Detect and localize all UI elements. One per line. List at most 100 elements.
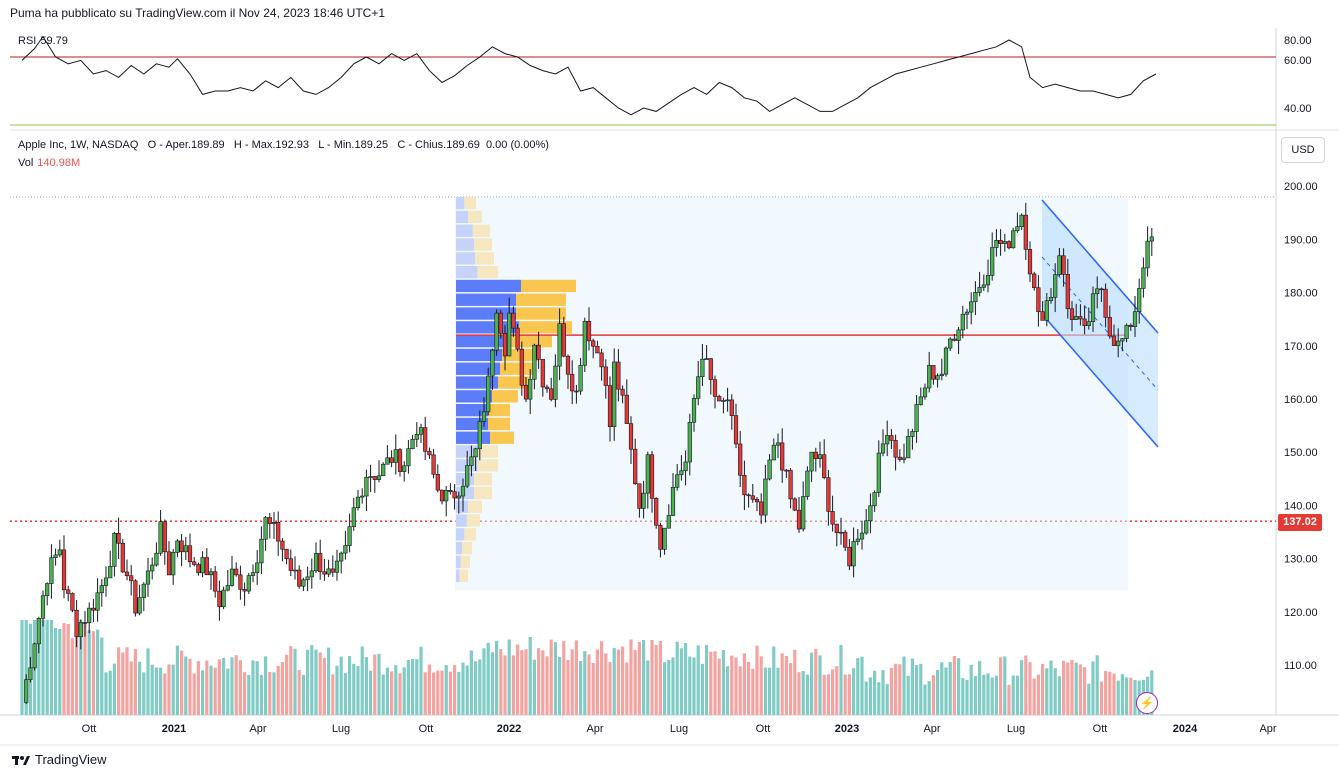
volume-bar [969,664,973,715]
candle-body [792,498,797,511]
volume-bar [570,649,574,715]
candle-body [515,327,520,350]
volume-bar [994,675,998,715]
volume-bar [331,674,335,715]
candle-body [150,564,155,572]
volume-bar [171,664,175,715]
candle-body [616,361,621,390]
volume-bar [243,672,247,715]
volume-bar [562,641,566,715]
volume-bar [238,660,242,715]
volume-bar [507,639,511,715]
price-tick-label: 190.00 [1284,234,1318,246]
volume-bar [516,644,520,715]
volume-bar [885,684,889,715]
candle-body [351,507,356,528]
candle-body [116,532,121,544]
profile-row-down [472,224,490,237]
candle-body [851,541,856,567]
rsi-line [21,35,1157,116]
low-value: L - Min.189.25 [318,139,389,151]
candle-body [964,311,970,315]
volume-bar [814,648,818,715]
candle-body [1048,297,1054,301]
candle-body [452,491,457,499]
volume-bar [1116,680,1120,715]
volume-bar [738,666,742,715]
volume-bar [663,662,667,715]
volume-bar [440,670,444,715]
time-tick-label: Lug [670,723,688,735]
candle-body [410,438,415,449]
tradingview-logo-icon [12,755,30,765]
volume-bar [688,656,692,715]
ohlc-legend: Apple Inc, 1W, NASDAQ O - Aper.189.89 H … [18,139,549,151]
candle-body [746,494,751,497]
candle-body [633,448,638,485]
profile-row-down [477,266,498,279]
candle-body [171,551,176,576]
candle-body [490,349,495,377]
profile-row-down [466,514,480,527]
candle-body [204,557,209,576]
publish-header: Puma ha pubblicato su TradingView.com il… [10,6,385,20]
candle-body [397,449,403,472]
candle-body [557,323,562,367]
profile-row-down [459,569,468,582]
candle-body [872,492,877,507]
time-tick-label: Lug [332,723,350,735]
volume-bar [646,660,650,715]
candle-body [847,546,852,567]
candle-body [108,566,113,579]
volume-bar [528,637,532,715]
volume-bar [545,656,549,715]
candle-body [276,522,281,542]
candle-body [456,495,461,499]
profile-row-up [456,376,498,389]
flash-icon[interactable]: ⚡ [1136,692,1158,714]
volume-bar [293,648,297,715]
volume-bar [1087,683,1091,715]
candle-body [200,557,205,574]
volume-bar [125,647,129,715]
tradingview-brand[interactable]: TradingView [12,752,107,767]
volume-bar [553,642,557,715]
volume-bar [301,674,305,715]
candle-body [49,557,54,584]
volume-bar [952,655,956,715]
candle-body [238,574,243,590]
price-tick-label: 200.00 [1284,181,1318,193]
volume-bar [541,650,545,715]
volume-bar [217,659,221,715]
volume-bar [520,650,524,715]
candle-body [805,470,810,497]
candle-body [494,312,499,351]
volume-bar [1024,655,1028,715]
candle-body [729,399,734,416]
volume-bar [692,657,696,715]
currency-button[interactable]: USD [1281,137,1325,163]
volume-bar [121,652,125,715]
volume-bar [1036,674,1040,715]
volume-bar [642,640,646,715]
volume-bar [390,671,394,715]
profile-row-up [456,197,465,210]
profile-row-up [456,252,476,265]
candle-body [826,477,831,512]
volume-bar [864,681,868,715]
candle-body [754,498,760,503]
candle-body [444,489,449,502]
volume-bar [637,641,641,715]
volume-bar [70,638,74,715]
candle-body [376,475,382,480]
candle-body [876,452,881,493]
volume-bar [608,662,612,715]
volume-bar [671,657,675,715]
symbol-label[interactable]: Apple Inc, 1W, NASDAQ [18,139,139,151]
volume-bar [944,667,948,715]
volume-bar [713,651,717,715]
volume-bar [923,684,927,715]
volume-bar [83,622,87,715]
volume-bar [175,645,179,715]
